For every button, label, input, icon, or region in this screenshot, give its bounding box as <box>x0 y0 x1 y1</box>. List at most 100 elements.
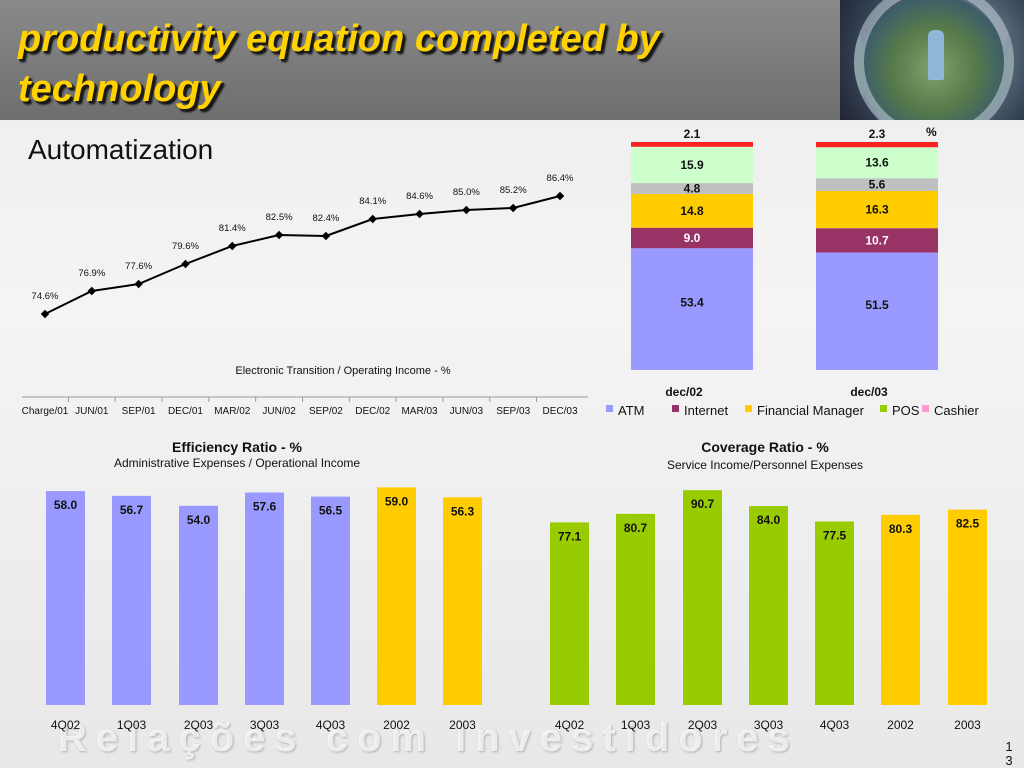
coverage-ratio-category-label: 3Q03 <box>754 718 784 732</box>
stack-bar-segment <box>816 142 938 148</box>
stack-bar-segment <box>816 147 938 179</box>
efficiency-subtitle: Administrative Expenses / Operational In… <box>114 456 360 470</box>
line-data-label: 84.1% <box>359 196 386 207</box>
efficiency-ratio-data-label: 56.5 <box>319 504 343 518</box>
coverage-ratio-category-label: 2002 <box>887 718 914 732</box>
efficiency-ratio-bar <box>112 495 151 705</box>
line-data-label: 85.2% <box>500 185 527 196</box>
line-point <box>181 259 190 269</box>
efficiency-title: Efficiency Ratio - % <box>172 439 302 455</box>
efficiency-ratio-data-label: 54.0 <box>187 513 211 527</box>
line-x-tick-label: DEC/03 <box>542 406 577 417</box>
efficiency-ratio-category-label: 4Q03 <box>316 718 346 732</box>
efficiency-ratio-data-label: 56.7 <box>120 503 144 517</box>
coverage-title: Coverage Ratio - % <box>701 439 829 455</box>
efficiency-ratio-data-label: 56.3 <box>451 504 475 518</box>
efficiency-ratio-category-label: 3Q03 <box>250 718 280 732</box>
line-x-tick-label: SEP/03 <box>496 406 530 417</box>
stack-bar-segment <box>631 142 753 147</box>
coverage-ratio-bar <box>749 506 788 705</box>
coverage-subtitle: Service Income/Personnel Expenses <box>667 458 863 472</box>
line-point <box>508 203 518 213</box>
line-data-label: 86.4% <box>547 173 574 184</box>
section-heading: Automatization <box>28 134 214 165</box>
efficiency-ratio-bar <box>179 505 218 705</box>
legend-label: POS <box>892 403 920 418</box>
legend-label: Cashier <box>934 403 979 418</box>
efficiency-ratio-category-label: 2Q03 <box>184 718 214 732</box>
coverage-ratio-data-label: 77.5 <box>823 528 847 542</box>
automatization-line-chart: Charge/01 JUN/01 SEP/01 DEC/01 MAR/02 JUN/02 S… <box>22 173 588 417</box>
line-point <box>40 309 50 319</box>
efficiency-ratio-bar <box>245 492 284 705</box>
watermark: Relações com Investidores <box>58 716 799 760</box>
line-x-tick-label: JUN/01 <box>75 406 109 417</box>
header-photo <box>840 0 1024 120</box>
coverage-ratio-category-label: 2Q03 <box>688 718 718 732</box>
stack-data-label: 9.0 <box>684 231 701 245</box>
coverage-ratio-data-label: 82.5 <box>956 517 980 531</box>
efficiency-ratio-category-label: 4Q02 <box>51 718 81 732</box>
stack-data-label: 4.8 <box>684 182 701 196</box>
line-x-tick-label: MAR/02 <box>214 406 251 417</box>
line-point <box>228 241 237 251</box>
line-point <box>321 231 331 241</box>
legend-swatch <box>606 405 613 412</box>
line-data-label: 82.5% <box>266 212 293 223</box>
line-data-label: 77.6% <box>125 261 152 272</box>
line-point <box>368 214 377 224</box>
line-point <box>462 205 471 215</box>
coverage-ratio-data-label: 80.7 <box>624 521 648 535</box>
efficiency-ratio-bar <box>46 491 85 705</box>
stack-bar-segment <box>816 178 938 192</box>
stack-bar-segment <box>631 146 753 184</box>
coverage-ratio-bar <box>683 490 722 705</box>
coverage-ratio-data-label: 90.7 <box>691 497 715 511</box>
stack-data-label: 14.8 <box>680 204 704 218</box>
stack-data-label: 16.3 <box>865 203 889 217</box>
efficiency-ratio-category-label: 2003 <box>449 718 476 732</box>
line-data-label: 85.0% <box>453 187 480 198</box>
coverage-ratio-category-label: 2003 <box>954 718 981 732</box>
stack-data-label: 53.4 <box>680 296 704 310</box>
stack-category-label: dec/02 <box>665 385 703 399</box>
coverage-ratio-bar <box>948 509 987 705</box>
efficiency-ratio-category-label: 2002 <box>383 718 410 732</box>
coverage-ratio-category-label: 1Q03 <box>621 718 651 732</box>
legend-label: ATM <box>618 403 644 418</box>
line-data-label: 84.6% <box>406 191 433 202</box>
stack-bar-segment <box>631 248 753 370</box>
line-point <box>87 286 97 296</box>
efficiency-ratio-bar <box>377 487 416 705</box>
stack-data-label: 51.5 <box>865 298 889 312</box>
coverage-ratio-data-label: 77.1 <box>558 529 582 543</box>
stack-bar-segment <box>631 193 753 228</box>
efficiency-ratio-bar <box>311 496 350 705</box>
slide-title: productivity equation completed by techn… <box>18 18 660 110</box>
page-number: 13 <box>1005 739 1013 768</box>
stack-data-label: 10.7 <box>865 233 889 247</box>
coverage-ratio-category-label: 4Q03 <box>820 718 850 732</box>
stack-data-label: 5.6 <box>869 178 886 192</box>
line-x-tick-label: JUN/02 <box>262 406 296 417</box>
line-x-tick-label: JUN/03 <box>450 406 484 417</box>
stack-bar-segment <box>631 227 753 249</box>
stack-unit-label: % <box>926 125 937 139</box>
stack-category-label: dec/03 <box>850 385 888 399</box>
line-data-label: 82.4% <box>312 213 339 224</box>
line-x-tick-label: DEC/02 <box>355 406 390 417</box>
stack-bar-segment <box>816 252 938 370</box>
line-point <box>134 279 143 289</box>
coverage-ratio-bar <box>815 521 854 705</box>
line-x-tick-label: MAR/03 <box>401 406 438 417</box>
coverage-ratio-category-label: 4Q02 <box>555 718 585 732</box>
stack-data-label: 13.6 <box>865 156 889 170</box>
efficiency-ratio-category-label: 1Q03 <box>117 718 147 732</box>
line-chart-xlabel: Electronic Transition / Operating Income… <box>235 365 450 377</box>
coverage-ratio-bar <box>881 514 920 705</box>
line-x-tick-label: DEC/01 <box>168 406 203 417</box>
coverage-ratio-data-label: 80.3 <box>889 522 913 536</box>
line-point <box>415 209 424 219</box>
efficiency-ratio-data-label: 57.6 <box>253 500 277 514</box>
